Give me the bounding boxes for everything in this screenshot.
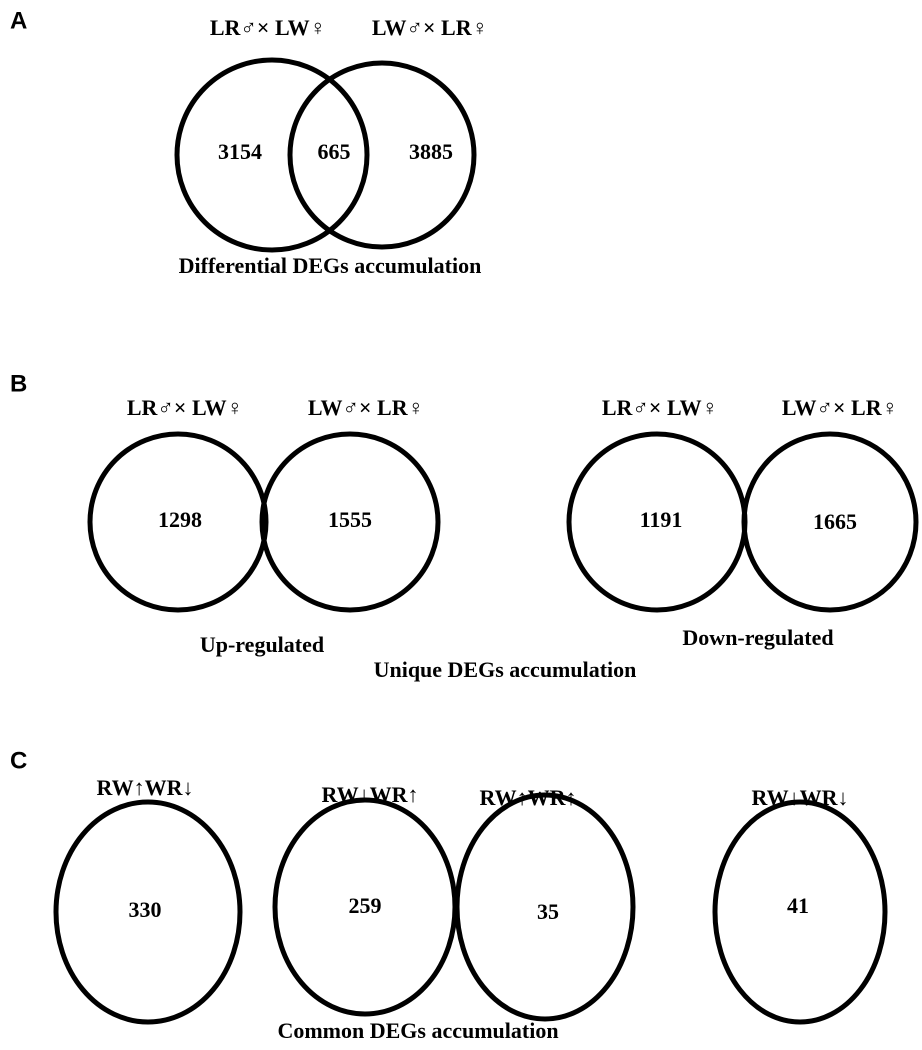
group-label: Down-regulated [682, 625, 833, 650]
set-label: LW♂× LR♀ [372, 15, 488, 40]
count: 1665 [813, 509, 857, 534]
set-label: LR♂× LW♀ [210, 15, 326, 40]
set-label: LW♂× LR♀ [782, 395, 898, 420]
count: 330 [129, 897, 162, 922]
venn-circle [87, 431, 269, 613]
count: 41 [787, 893, 809, 918]
group-label: Up-regulated [200, 632, 324, 657]
set-label: LR♂× LW♀ [127, 395, 243, 420]
count: 1298 [158, 507, 202, 532]
panel-letter: A [10, 7, 27, 34]
count: 1191 [640, 507, 683, 532]
circle [454, 792, 636, 1022]
caption: Unique DEGs accumulation [374, 657, 637, 682]
panel-letter: C [10, 747, 27, 774]
group-label: RW↑WR↓ [96, 775, 193, 800]
group-label: RW↓WR↓ [751, 785, 848, 810]
caption: Common DEGs accumulation [277, 1018, 558, 1043]
circle [53, 799, 243, 1025]
count: 35 [537, 899, 559, 924]
circle [712, 799, 888, 1025]
count: 3154 [218, 139, 262, 164]
venn-circle [287, 60, 477, 250]
count: 3885 [409, 139, 453, 164]
count: 1555 [328, 507, 372, 532]
panel-letter: B [10, 370, 27, 397]
set-label: LW♂× LR♀ [308, 395, 424, 420]
count: 259 [349, 893, 382, 918]
venn-circle [174, 57, 370, 253]
caption: Differential DEGs accumulation [179, 253, 482, 278]
set-label: LR♂× LW♀ [602, 395, 718, 420]
venn-circle [259, 431, 441, 613]
count: 665 [318, 139, 351, 164]
venn-circle [741, 431, 919, 613]
